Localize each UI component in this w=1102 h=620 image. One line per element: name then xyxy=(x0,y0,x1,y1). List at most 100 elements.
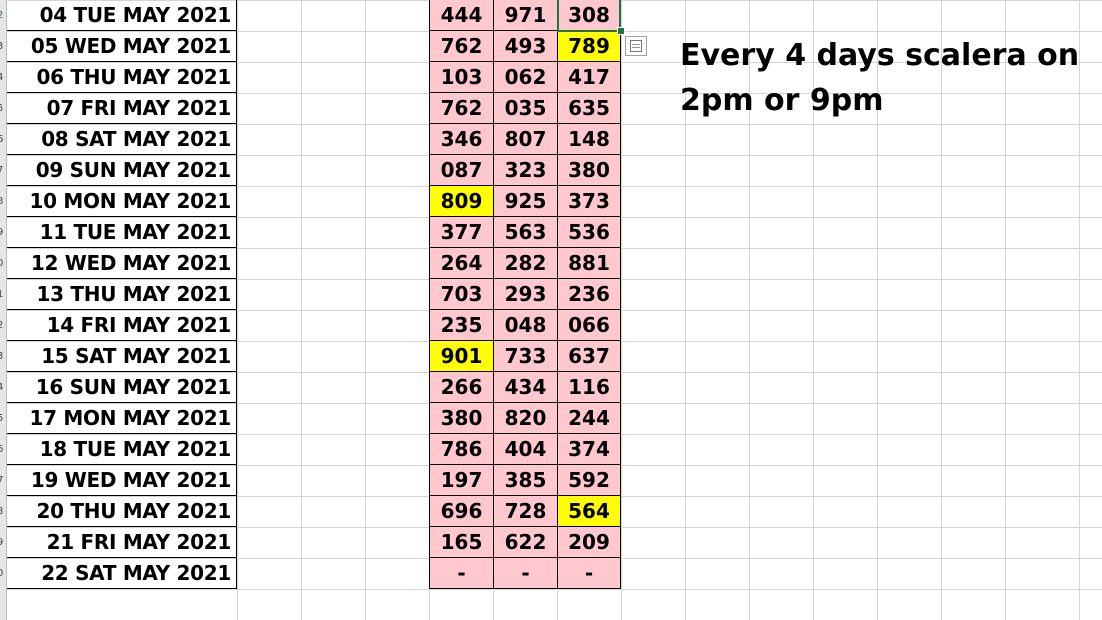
number-cell[interactable]: 733 xyxy=(493,341,557,372)
number-cell[interactable]: 635 xyxy=(557,93,621,124)
number-cell[interactable]: 696 xyxy=(429,496,493,527)
date-cell[interactable]: 14 FRI MAY 2021 xyxy=(7,310,237,341)
number-cell[interactable]: 637 xyxy=(557,341,621,372)
number-cell[interactable]: 066 xyxy=(557,310,621,341)
date-cell[interactable]: 18 TUE MAY 2021 xyxy=(7,434,237,465)
number-cell[interactable]: 807 xyxy=(493,124,557,155)
number-cell[interactable]: 165 xyxy=(429,527,493,558)
date-cell[interactable]: 19 WED MAY 2021 xyxy=(7,465,237,496)
number-cell[interactable]: 323 xyxy=(493,155,557,186)
row-number[interactable]: 2 xyxy=(0,10,4,21)
row-number[interactable]: 4 xyxy=(0,72,4,83)
row-number[interactable]: 0 xyxy=(0,568,4,579)
number-cell[interactable]: - xyxy=(493,558,557,589)
fill-handle[interactable] xyxy=(617,27,625,35)
note-text-box: Every 4 days scalera on 2pm or 9pm xyxy=(680,33,1090,123)
date-cell[interactable]: 17 MON MAY 2021 xyxy=(7,403,237,434)
highlighted-number-cell[interactable]: 789 xyxy=(557,31,621,62)
number-cell[interactable]: 048 xyxy=(493,310,557,341)
date-cell[interactable]: 05 WED MAY 2021 xyxy=(7,31,237,62)
number-cell[interactable]: 971 xyxy=(493,0,557,31)
number-cell[interactable]: 087 xyxy=(429,155,493,186)
number-cell[interactable]: 346 xyxy=(429,124,493,155)
number-cell[interactable]: 536 xyxy=(557,217,621,248)
number-cell[interactable]: 293 xyxy=(493,279,557,310)
number-cell[interactable]: 786 xyxy=(429,434,493,465)
number-cell[interactable]: 103 xyxy=(429,62,493,93)
number-cell[interactable]: 244 xyxy=(557,403,621,434)
row-number[interactable]: 5 xyxy=(0,103,4,114)
number-cell[interactable]: 148 xyxy=(557,124,621,155)
highlighted-number-cell[interactable]: 901 xyxy=(429,341,493,372)
number-cell[interactable]: - xyxy=(429,558,493,589)
number-cell[interactable]: 062 xyxy=(493,62,557,93)
number-cell[interactable]: 197 xyxy=(429,465,493,496)
number-cell[interactable]: 374 xyxy=(557,434,621,465)
date-cell[interactable]: 06 THU MAY 2021 xyxy=(7,62,237,93)
number-cell[interactable]: 592 xyxy=(557,465,621,496)
row-number[interactable]: 8 xyxy=(0,196,4,207)
row-number[interactable]: 7 xyxy=(0,475,4,486)
number-cell[interactable]: 925 xyxy=(493,186,557,217)
row-number[interactable]: 9 xyxy=(0,537,4,548)
date-cell[interactable]: 09 SUN MAY 2021 xyxy=(7,155,237,186)
highlighted-number-cell[interactable]: 809 xyxy=(429,186,493,217)
number-cell[interactable]: 282 xyxy=(493,248,557,279)
quick-analysis-icon[interactable] xyxy=(625,36,647,56)
row-header-column[interactable]: 2 3 4 5 6 7 8 9 0 1 2 3 4 5 6 7 8 9 0 xyxy=(0,0,7,620)
number-cell[interactable]: 444 xyxy=(429,0,493,31)
row-number[interactable]: 2 xyxy=(0,320,4,331)
number-cell[interactable]: 728 xyxy=(493,496,557,527)
number-cell[interactable]: 385 xyxy=(493,465,557,496)
number-cell[interactable]: 377 xyxy=(429,217,493,248)
row-number[interactable]: 8 xyxy=(0,506,4,517)
number-cell[interactable]: 622 xyxy=(493,527,557,558)
date-cell[interactable]: 12 WED MAY 2021 xyxy=(7,248,237,279)
number-cell[interactable]: 373 xyxy=(557,186,621,217)
row-number[interactable]: 9 xyxy=(0,227,4,238)
row-number[interactable]: 6 xyxy=(0,134,4,145)
date-cell[interactable]: 15 SAT MAY 2021 xyxy=(7,341,237,372)
date-cell[interactable]: 16 SUN MAY 2021 xyxy=(7,372,237,403)
number-cell[interactable]: 035 xyxy=(493,93,557,124)
number-cell[interactable]: 493 xyxy=(493,31,557,62)
date-cell[interactable]: 07 FRI MAY 2021 xyxy=(7,93,237,124)
row-number[interactable]: 3 xyxy=(0,41,4,52)
date-cell[interactable]: 13 THU MAY 2021 xyxy=(7,279,237,310)
row-number[interactable]: 6 xyxy=(0,444,4,455)
number-cell[interactable]: 264 xyxy=(429,248,493,279)
number-cell[interactable]: 380 xyxy=(429,403,493,434)
number-cell[interactable]: 209 xyxy=(557,527,621,558)
date-cell[interactable]: 11 TUE MAY 2021 xyxy=(7,217,237,248)
date-cell[interactable]: 04 TUE MAY 2021 xyxy=(7,0,237,31)
number-cell[interactable]: 762 xyxy=(429,93,493,124)
number-cell[interactable]: 235 xyxy=(429,310,493,341)
date-cell[interactable]: 21 FRI MAY 2021 xyxy=(7,527,237,558)
number-cell[interactable]: 404 xyxy=(493,434,557,465)
number-cell[interactable]: 434 xyxy=(493,372,557,403)
number-cell[interactable]: 236 xyxy=(557,279,621,310)
row-number[interactable]: 3 xyxy=(0,351,4,362)
number-cell[interactable]: 881 xyxy=(557,248,621,279)
date-cell[interactable]: 22 SAT MAY 2021 xyxy=(7,558,237,589)
row-number[interactable]: 7 xyxy=(0,165,4,176)
number-cell[interactable]: 417 xyxy=(557,62,621,93)
number-cell[interactable]: 380 xyxy=(557,155,621,186)
number-cell[interactable]: 266 xyxy=(429,372,493,403)
number-cell[interactable]: 563 xyxy=(493,217,557,248)
date-cell[interactable]: 20 THU MAY 2021 xyxy=(7,496,237,527)
number-cell[interactable]: 116 xyxy=(557,372,621,403)
highlighted-number-cell[interactable]: 564 xyxy=(557,496,621,527)
row-number[interactable]: 4 xyxy=(0,382,4,393)
number-cell[interactable]: 703 xyxy=(429,279,493,310)
row-number[interactable]: 5 xyxy=(0,413,4,424)
number-cell[interactable]: - xyxy=(557,558,621,589)
number-cell[interactable]: 308 xyxy=(557,0,621,31)
date-cell[interactable]: 10 MON MAY 2021 xyxy=(7,186,237,217)
number-cell[interactable]: 820 xyxy=(493,403,557,434)
number-cell[interactable]: 762 xyxy=(429,31,493,62)
date-cell[interactable]: 08 SAT MAY 2021 xyxy=(7,124,237,155)
row-number[interactable]: 1 xyxy=(0,289,4,300)
row-number[interactable]: 0 xyxy=(0,258,4,269)
